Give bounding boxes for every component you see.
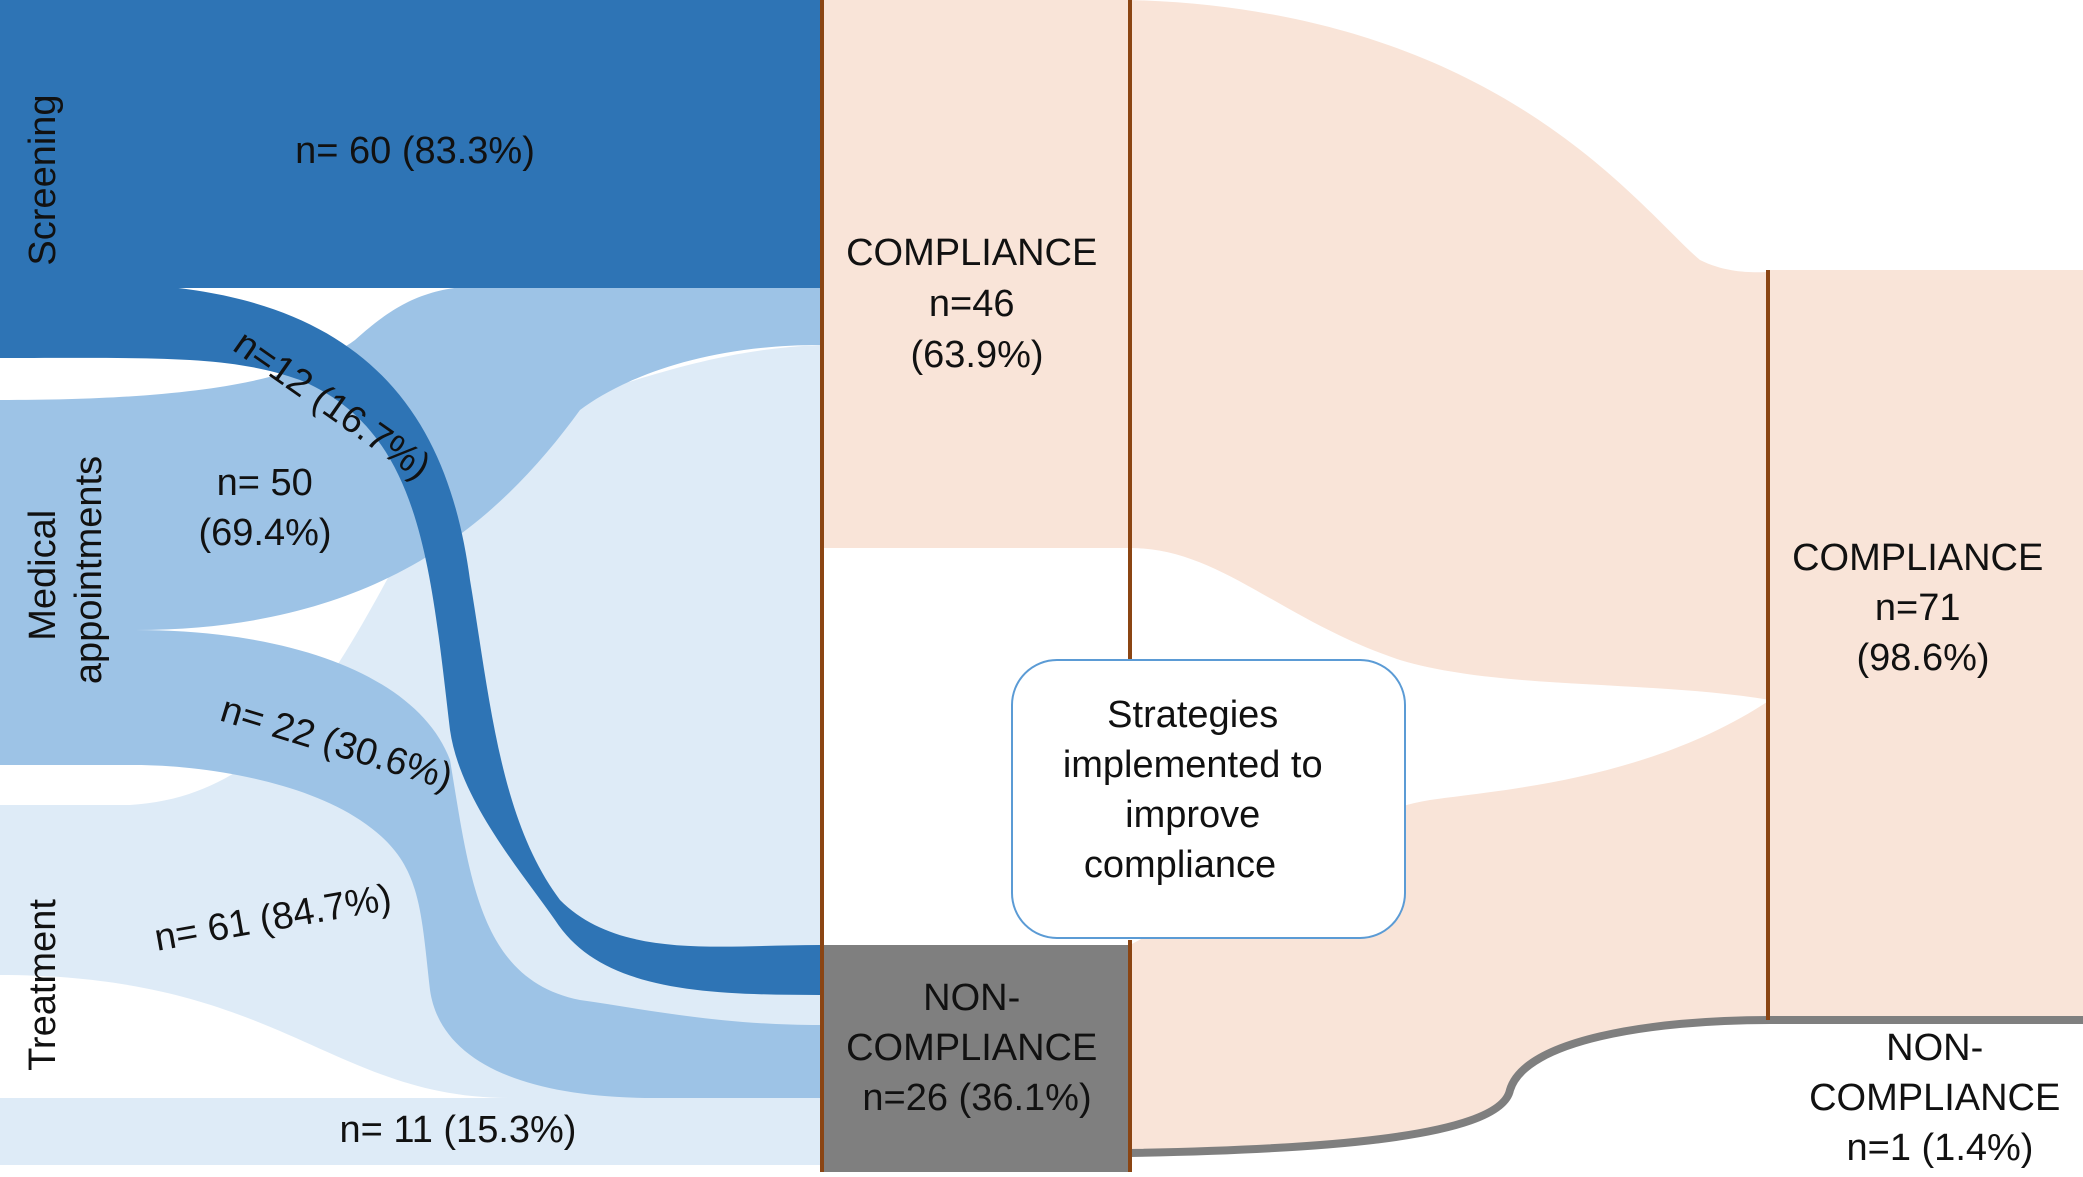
node-medical-appointments <box>0 400 135 765</box>
node-compliance-middle <box>822 0 1130 548</box>
node-noncompliance-middle <box>822 945 1130 1172</box>
label-treatment: Treatment <box>22 899 64 1071</box>
flow-noncompliance-to-final <box>1130 700 1770 1150</box>
label-final-noncompliance: NON- COMPLIANCE n=1 (1.4%) <box>1809 1027 2071 1169</box>
label-screening: Screening <box>22 94 64 265</box>
label-middle-noncompliance: NON- COMPLIANCE n=26 (36.1%) <box>846 977 1108 1119</box>
flow-medical-noncompliance <box>135 630 820 1098</box>
flow-final-noncompliance <box>1129 1016 2083 1157</box>
label-middle-compliance: COMPLIANCE n=46 (63.9%) <box>846 232 1108 376</box>
label-treatment-noncompliance: n= 11 (15.3%) <box>340 1109 577 1151</box>
strategy-box <box>1011 659 1406 939</box>
node-final-compliance <box>1770 270 2083 1020</box>
label-screening-compliance: n= 60 (83.3%) <box>295 130 535 172</box>
label-medical-compliance: n= 50 (69.4%) <box>198 462 331 554</box>
label-final-compliance: COMPLIANCE n=71 (98.6%) <box>1792 537 2054 679</box>
flow-treatment-noncompliance <box>0 1098 820 1165</box>
strategy-box-text: Strategies implemented to improve compli… <box>1063 694 1333 886</box>
flow-screening-noncompliance <box>0 285 820 995</box>
label-medical-appointments: Medical appointments <box>22 456 110 684</box>
flow-compliance-to-final <box>1130 0 1770 700</box>
flow-screening-compliance <box>0 0 820 288</box>
